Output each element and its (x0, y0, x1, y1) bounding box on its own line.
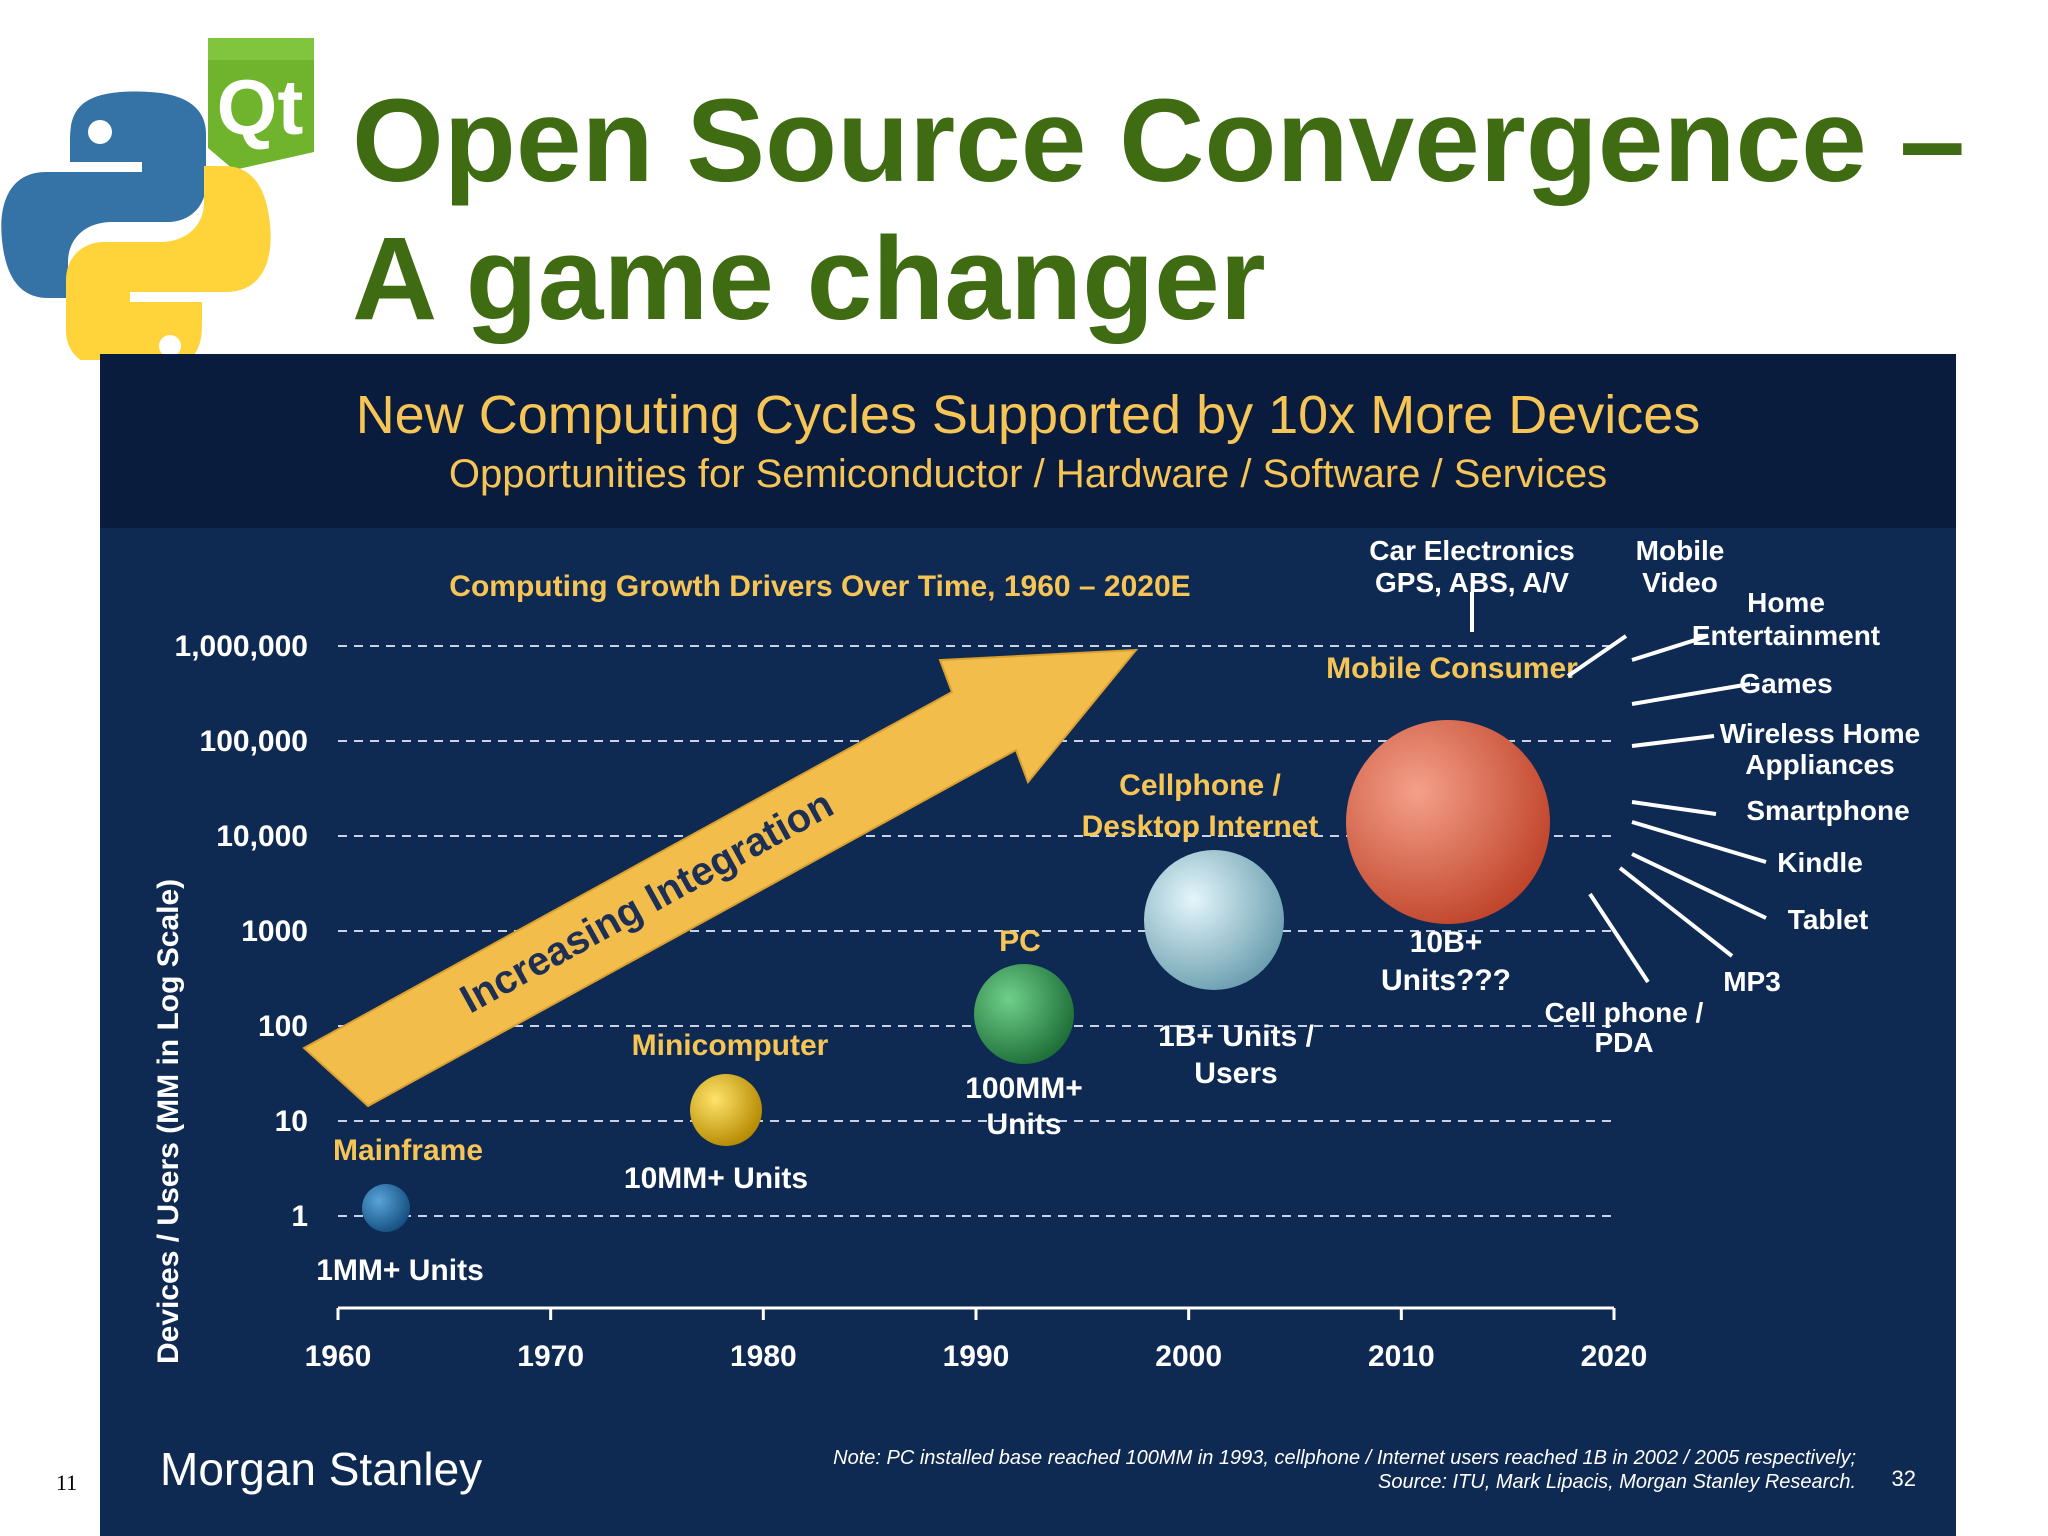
label-pc: PC (999, 925, 1041, 958)
y-axis-label: Devices / Users (MM in Log Scale) (152, 879, 185, 1364)
x-tick-label: 1990 (943, 1340, 1010, 1373)
detail-mainframe: 1MM+ Units (316, 1254, 484, 1287)
label-mobile-consumer: Mobile Consumer (1326, 652, 1578, 685)
bubble-pc (974, 964, 1074, 1064)
device-mp3: MP3 (1723, 966, 1781, 997)
detail-mobile-line1: 10B+ (1410, 926, 1483, 959)
device-car-line1: Car Electronics (1369, 535, 1574, 566)
python-logo (1, 91, 271, 360)
detail-cellphone-line1: 1B+ Units / (1158, 1020, 1315, 1053)
x-tick-label: 1960 (305, 1340, 372, 1373)
device-kindle: Kindle (1777, 847, 1863, 878)
y-tick-label: 10 (275, 1105, 308, 1138)
x-tick-label: 1970 (517, 1340, 584, 1373)
y-tick-label: 1 (291, 1200, 308, 1233)
device-labels: Car Electronics GPS, ABS, A/V Mobile Vid… (1369, 535, 1920, 1058)
integration-arrow (302, 648, 1139, 1108)
device-wireless-line2: Appliances (1745, 749, 1894, 780)
slide-title: Open Source Convergence – A game changer (352, 72, 2012, 348)
chart-note: Note: PC installed base reached 100MM in… (833, 1446, 1856, 1494)
x-tick-label: 2020 (1581, 1340, 1648, 1373)
panel-subtitle: Opportunities for Semiconductor / Hardwa… (448, 452, 1608, 496)
device-tablet: Tablet (1788, 904, 1868, 935)
morgan-stanley-logo: Morgan Stanley (160, 1443, 483, 1495)
x-tick-label: 2000 (1155, 1340, 1222, 1373)
panel-title: New Computing Cycles Supported by 10x Mo… (355, 385, 1701, 445)
chart-note-line2: Source: ITU, Mark Lipacis, Morgan Stanle… (1378, 1471, 1856, 1493)
bubble-mobile-consumer (1346, 720, 1550, 924)
bubble-minicomputer (690, 1074, 762, 1146)
label-cellphone-line1: Cellphone / (1119, 769, 1281, 802)
label-cellphone-line2: Desktop Internet (1082, 810, 1319, 843)
y-tick-label: 1000 (241, 915, 308, 948)
chart-title: Computing Growth Drivers Over Time, 1960… (449, 570, 1190, 603)
x-tick-label: 1980 (730, 1340, 797, 1373)
y-axis-ticks: 1 10 100 1000 10,000 100,000 1,000,000 (175, 630, 308, 1233)
detail-minicomputer: 10MM+ Units (624, 1162, 808, 1195)
panel-header: New Computing Cycles Supported by 10x Mo… (100, 354, 1956, 528)
label-minicomputer: Minicomputer (632, 1029, 829, 1062)
slide-title-line1: Open Source Convergence – (352, 75, 1966, 207)
qt-logo: Qt (208, 38, 314, 170)
device-home-line2: Entertainment (1692, 620, 1880, 651)
integration-arrow-label: Increasing Integration (453, 782, 840, 1022)
x-tick-label: 2010 (1368, 1340, 1435, 1373)
slide-number: 11 (56, 1470, 78, 1495)
device-games: Games (1739, 668, 1832, 699)
y-tick-label: 100,000 (200, 725, 308, 758)
detail-pc-line1: 100MM+ (965, 1072, 1083, 1105)
y-tick-label: 10,000 (216, 820, 308, 853)
bubble-mainframe (362, 1184, 410, 1232)
device-smartphone: Smartphone (1746, 795, 1909, 826)
y-tick-label: 1,000,000 (175, 630, 308, 663)
panel-page-number: 32 (1891, 1466, 1916, 1491)
device-wireless-line1: Wireless Home (1720, 718, 1921, 749)
x-axis: 1960 1970 1980 1990 2000 2010 2020 (305, 1306, 1648, 1373)
label-mainframe: Mainframe (333, 1134, 483, 1167)
device-callouts (1470, 592, 1767, 984)
device-cellphone-line1: Cell phone / (1545, 997, 1704, 1028)
device-home-line1: Home (1747, 587, 1825, 618)
y-tick-label: 100 (258, 1010, 308, 1043)
device-mobile-video-line1: Mobile (1636, 535, 1725, 566)
slide-title-line2: A game changer (352, 213, 1266, 345)
chart-panel: New Computing Cycles Supported by 10x Mo… (100, 354, 1956, 1536)
bubble-cellphone-internet (1144, 850, 1284, 990)
growth-chart: Computing Growth Drivers Over Time, 1960… (152, 535, 1920, 1373)
detail-pc-line2: Units (987, 1108, 1062, 1141)
python-qt-logo: Qt (1, 38, 314, 360)
qt-logo-text: Qt (217, 63, 304, 151)
device-mobile-video-line2: Video (1642, 567, 1718, 598)
device-cellphone-line2: PDA (1594, 1027, 1653, 1058)
detail-mobile-line2: Units??? (1381, 964, 1511, 997)
chart-note-line1: Note: PC installed base reached 100MM in… (833, 1447, 1856, 1469)
device-car-line2: GPS, ABS, A/V (1375, 567, 1569, 598)
detail-cellphone-line2: Users (1194, 1057, 1277, 1090)
